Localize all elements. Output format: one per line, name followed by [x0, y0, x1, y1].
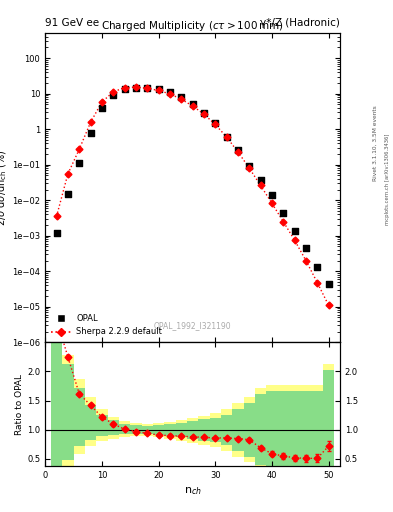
X-axis label: n$_{ch}$: n$_{ch}$: [184, 485, 202, 497]
OPAL: [325, 280, 332, 288]
OPAL: [292, 226, 298, 234]
Sherpa 2.2.9 default: [270, 200, 274, 206]
Sherpa 2.2.9 default: [213, 121, 218, 127]
OPAL: [121, 85, 128, 93]
OPAL: [189, 100, 196, 109]
Text: γ*/Z (Hadronic): γ*/Z (Hadronic): [260, 18, 340, 28]
OPAL: [155, 86, 162, 94]
Sherpa 2.2.9 default: [179, 96, 184, 102]
Sherpa 2.2.9 default: [315, 280, 320, 286]
Sherpa 2.2.9 default: [54, 214, 59, 220]
Sherpa 2.2.9 default: [303, 258, 308, 264]
OPAL: [144, 84, 151, 92]
Sherpa 2.2.9 default: [292, 237, 297, 243]
Sherpa 2.2.9 default: [247, 165, 252, 171]
OPAL: [178, 93, 184, 101]
OPAL: [212, 119, 219, 127]
OPAL: [246, 162, 252, 170]
Sherpa 2.2.9 default: [111, 89, 116, 95]
OPAL: [280, 208, 286, 217]
OPAL: [269, 191, 275, 199]
Sherpa 2.2.9 default: [224, 134, 229, 140]
Y-axis label: Ratio to OPAL: Ratio to OPAL: [15, 374, 24, 435]
Text: Rivet 3.1.10, 3.5M events: Rivet 3.1.10, 3.5M events: [373, 105, 378, 181]
OPAL: [53, 229, 60, 237]
Sherpa 2.2.9 default: [134, 84, 138, 90]
Title: Charged Multiplicity $(c\tau > 100\,\mathrm{mm})$: Charged Multiplicity $(c\tau > 100\,\mat…: [101, 19, 284, 33]
Text: OPAL_1992_I321190: OPAL_1992_I321190: [154, 321, 231, 330]
OPAL: [87, 129, 94, 137]
Sherpa 2.2.9 default: [66, 171, 70, 177]
OPAL: [224, 133, 230, 141]
OPAL: [201, 109, 207, 117]
Sherpa 2.2.9 default: [202, 111, 206, 117]
Line: Sherpa 2.2.9 default: Sherpa 2.2.9 default: [54, 84, 331, 308]
Sherpa 2.2.9 default: [77, 146, 82, 153]
OPAL: [303, 244, 309, 252]
OPAL: [257, 176, 264, 184]
Sherpa 2.2.9 default: [99, 99, 104, 105]
Sherpa 2.2.9 default: [281, 219, 286, 225]
Sherpa 2.2.9 default: [122, 84, 127, 91]
Y-axis label: 2/$\sigma$ d$\sigma$/dn$_{\rm ch}$ (%): 2/$\sigma$ d$\sigma$/dn$_{\rm ch}$ (%): [0, 150, 9, 226]
OPAL: [76, 159, 83, 167]
Text: 91 GeV ee: 91 GeV ee: [45, 18, 99, 28]
OPAL: [314, 263, 320, 271]
Sherpa 2.2.9 default: [167, 91, 172, 97]
OPAL: [235, 146, 241, 154]
Sherpa 2.2.9 default: [88, 119, 93, 125]
OPAL: [65, 190, 71, 198]
Sherpa 2.2.9 default: [235, 149, 240, 155]
Sherpa 2.2.9 default: [258, 182, 263, 188]
Legend: OPAL, Sherpa 2.2.9 default: OPAL, Sherpa 2.2.9 default: [48, 311, 165, 340]
Text: mcplots.cern.ch [arXiv:1306.3436]: mcplots.cern.ch [arXiv:1306.3436]: [385, 134, 389, 225]
Sherpa 2.2.9 default: [326, 302, 331, 308]
OPAL: [110, 91, 116, 99]
OPAL: [99, 103, 105, 112]
OPAL: [133, 83, 139, 92]
Sherpa 2.2.9 default: [190, 103, 195, 109]
OPAL: [167, 89, 173, 97]
Sherpa 2.2.9 default: [145, 86, 150, 92]
Sherpa 2.2.9 default: [156, 88, 161, 94]
